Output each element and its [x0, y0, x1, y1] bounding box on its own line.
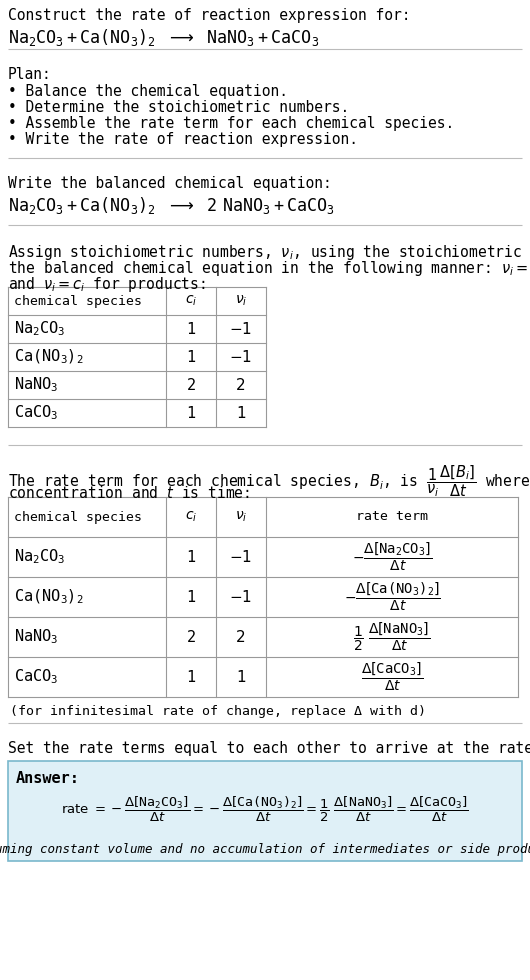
Text: $\mathtt{Ca(NO_3)_2}$: $\mathtt{Ca(NO_3)_2}$: [14, 348, 84, 367]
Text: • Determine the stoichiometric numbers.: • Determine the stoichiometric numbers.: [8, 100, 349, 115]
Text: 1: 1: [187, 590, 196, 605]
Text: • Balance the chemical equation.: • Balance the chemical equation.: [8, 84, 288, 99]
Text: 1: 1: [187, 669, 196, 684]
Text: chemical species: chemical species: [14, 295, 142, 308]
Text: $\mathtt{Na_2CO_3}$: $\mathtt{Na_2CO_3}$: [14, 548, 66, 566]
Text: rate $= -\dfrac{\Delta[\mathtt{Na_2CO_3}]}{\Delta t} = -\dfrac{\Delta[\mathtt{Ca: rate $= -\dfrac{\Delta[\mathtt{Na_2CO_3}…: [61, 795, 469, 823]
Text: $\nu_i$: $\nu_i$: [235, 510, 247, 524]
Text: $c_i$: $c_i$: [185, 510, 197, 524]
Text: $-\dfrac{\Delta[\mathtt{Ca(NO_3)_2}]}{\Delta t}$: $-\dfrac{\Delta[\mathtt{Ca(NO_3)_2}]}{\D…: [343, 581, 440, 613]
Text: the balanced chemical equation in the following manner: $\nu_i = -c_i$ for react: the balanced chemical equation in the fo…: [8, 259, 530, 278]
Text: $-1$: $-1$: [229, 589, 252, 605]
Text: 2: 2: [236, 629, 246, 645]
Text: (assuming constant volume and no accumulation of intermediates or side products): (assuming constant volume and no accumul…: [0, 843, 530, 856]
Text: (for infinitesimal rate of change, replace Δ with d): (for infinitesimal rate of change, repla…: [10, 705, 426, 718]
Text: 1: 1: [236, 669, 246, 684]
Text: concentration and $t$ is time:: concentration and $t$ is time:: [8, 485, 250, 501]
Text: $\mathtt{CaCO_3}$: $\mathtt{CaCO_3}$: [14, 404, 58, 422]
Text: chemical species: chemical species: [14, 511, 142, 523]
Text: 1: 1: [187, 406, 196, 420]
Text: Set the rate terms equal to each other to arrive at the rate expression:: Set the rate terms equal to each other t…: [8, 741, 530, 756]
Text: 1: 1: [187, 321, 196, 336]
Text: • Write the rate of reaction expression.: • Write the rate of reaction expression.: [8, 132, 358, 147]
Text: $-\dfrac{\Delta[\mathtt{Na_2CO_3}]}{\Delta t}$: $-\dfrac{\Delta[\mathtt{Na_2CO_3}]}{\Del…: [352, 541, 432, 573]
Text: $\dfrac{\Delta[\mathtt{CaCO_3}]}{\Delta t}$: $\dfrac{\Delta[\mathtt{CaCO_3}]}{\Delta …: [361, 661, 423, 693]
Text: 2: 2: [236, 377, 246, 393]
Text: $\mathtt{Na_2CO_3 + Ca(NO_3)_2}$  $\longrightarrow$  $\mathtt{NaNO_3 + CaCO_3}$: $\mathtt{Na_2CO_3 + Ca(NO_3)_2}$ $\longr…: [8, 27, 319, 48]
Text: Answer:: Answer:: [16, 771, 80, 786]
Text: $c_i$: $c_i$: [185, 294, 197, 308]
Text: • Assemble the rate term for each chemical species.: • Assemble the rate term for each chemic…: [8, 116, 454, 131]
Text: Construct the rate of reaction expression for:: Construct the rate of reaction expressio…: [8, 8, 411, 23]
Text: $-1$: $-1$: [229, 321, 252, 337]
Text: $\mathtt{CaCO_3}$: $\mathtt{CaCO_3}$: [14, 667, 58, 686]
FancyBboxPatch shape: [8, 761, 522, 861]
Text: $\mathtt{Ca(NO_3)_2}$: $\mathtt{Ca(NO_3)_2}$: [14, 588, 84, 607]
Text: Plan:: Plan:: [8, 67, 52, 82]
Text: $\mathtt{NaNO_3}$: $\mathtt{NaNO_3}$: [14, 627, 58, 647]
Text: rate term: rate term: [356, 511, 428, 523]
Text: $-1$: $-1$: [229, 349, 252, 365]
Text: 1: 1: [236, 406, 246, 420]
Text: The rate term for each chemical species, $B_i$, is $\dfrac{1}{\nu_i}\dfrac{\Delt: The rate term for each chemical species,…: [8, 463, 530, 499]
Text: 1: 1: [187, 550, 196, 564]
Text: $-1$: $-1$: [229, 549, 252, 565]
Text: Assign stoichiometric numbers, $\nu_i$, using the stoichiometric coefficients, $: Assign stoichiometric numbers, $\nu_i$, …: [8, 243, 530, 262]
Text: $\nu_i$: $\nu_i$: [235, 294, 247, 308]
Text: $\mathtt{Na_2CO_3}$: $\mathtt{Na_2CO_3}$: [14, 319, 66, 338]
Text: 2: 2: [187, 377, 196, 393]
Text: $\dfrac{1}{2} \ \dfrac{\Delta[\mathtt{NaNO_3}]}{\Delta t}$: $\dfrac{1}{2} \ \dfrac{\Delta[\mathtt{Na…: [354, 620, 430, 654]
Text: 1: 1: [187, 350, 196, 365]
Text: and $\nu_i = c_i$ for products:: and $\nu_i = c_i$ for products:: [8, 275, 206, 294]
Text: Write the balanced chemical equation:: Write the balanced chemical equation:: [8, 176, 332, 191]
Text: $\mathtt{NaNO_3}$: $\mathtt{NaNO_3}$: [14, 375, 58, 394]
Text: $\mathtt{Na_2CO_3 + Ca(NO_3)_2}$  $\longrightarrow$  $\mathtt{2 \ NaNO_3 + CaCO_: $\mathtt{Na_2CO_3 + Ca(NO_3)_2}$ $\longr…: [8, 195, 334, 216]
Text: 2: 2: [187, 629, 196, 645]
